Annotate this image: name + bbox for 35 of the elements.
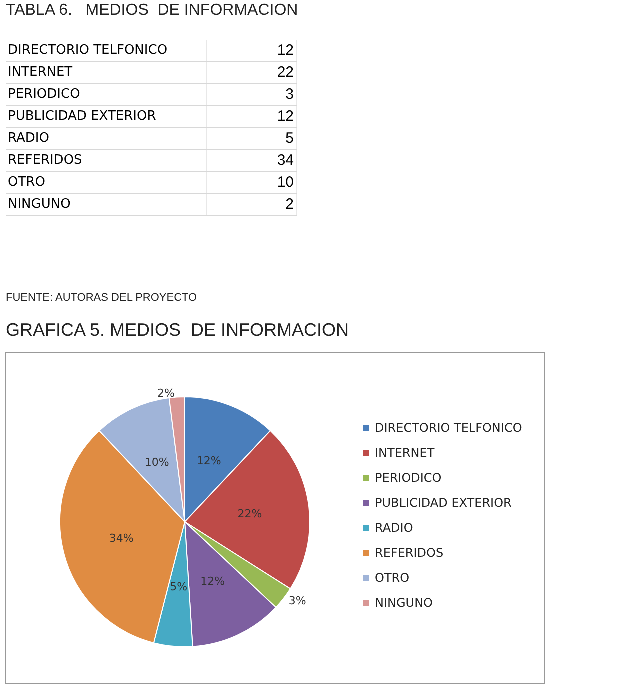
category-label: DIRECTORIO TELFONICO: [6, 40, 206, 62]
data-label: 12%: [200, 574, 226, 588]
data-label: 5%: [170, 580, 188, 594]
legend-label: DIRECTORIO TELFONICO: [375, 421, 522, 435]
legend-label: PERIODICO: [375, 471, 442, 485]
data-label: 22%: [238, 507, 262, 520]
data-label: 10%: [144, 456, 170, 470]
legend-label: OTRO: [375, 571, 410, 585]
chart-title: GRAFICA 5. MEDIOS DE INFORMACION: [6, 320, 350, 341]
legend-label: INTERNET: [375, 446, 436, 460]
data-label: 3%: [288, 594, 306, 608]
category-label: OTRO: [6, 172, 206, 194]
data-label: 2%: [157, 386, 175, 400]
category-label: RADIO: [6, 128, 206, 150]
category-label: REFERIDOS: [6, 150, 206, 172]
legend-label: NINGUNO: [375, 596, 433, 610]
data-label: 34%: [109, 532, 134, 545]
data-label: 12: [206, 40, 296, 62]
data-label: 12%: [196, 454, 222, 468]
legend-label: RADIO: [375, 521, 414, 535]
legend-label: PUBLICIDAD EXTERIOR: [375, 496, 512, 510]
data-label: 5: [206, 128, 296, 150]
category-label: PUBLICIDAD EXTERIOR: [6, 106, 206, 128]
category-label: INTERNET: [6, 62, 206, 84]
category-label: PERIODICO: [6, 84, 206, 106]
source-note: FUENTE: AUTORAS DEL PROYECTO: [6, 292, 198, 304]
data-label: 12: [206, 106, 296, 128]
data-label: 3: [206, 84, 296, 106]
data-label: 10: [206, 172, 296, 194]
data-label: 22: [206, 62, 296, 84]
legend-label: REFERIDOS: [375, 546, 444, 560]
category-label: NINGUNO: [6, 194, 206, 216]
data-label: 34: [206, 150, 296, 172]
text: TABLA 6. MEDIOS DE INFORMACION: [6, 2, 298, 20]
data-label: 2: [206, 194, 296, 216]
